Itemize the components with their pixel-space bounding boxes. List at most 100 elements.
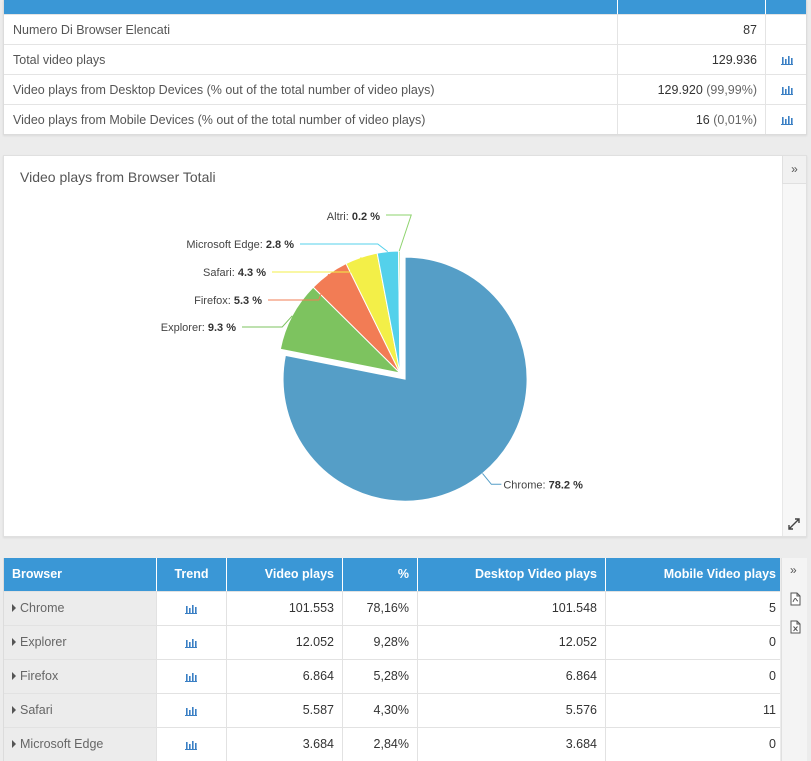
desktop-plays-cell: 101.548: [418, 592, 606, 626]
caret-right-icon[interactable]: [12, 706, 16, 714]
desktop-plays-cell: 3.684: [418, 728, 606, 761]
summary-table: Numero Di Browser Elencati 87 Total vide…: [3, 0, 807, 135]
trend-cell: [157, 592, 227, 626]
bar-chart-icon[interactable]: [781, 85, 793, 95]
percent-cell: 4,30%: [343, 694, 418, 728]
browser-table: Browser Trend Video plays % Desktop Vide…: [3, 558, 780, 761]
summary-icon-cell: [765, 45, 806, 75]
pie-connector: [386, 214, 412, 252]
video-plays-cell: 101.553: [227, 592, 343, 626]
desktop-plays-cell: 5.576: [418, 694, 606, 728]
summary-icon-cell: [765, 15, 806, 45]
pie-chart-card: Video plays from Browser Totali » Chrome…: [3, 155, 807, 537]
trend-cell: [157, 660, 227, 694]
summary-icon-cell: [765, 75, 806, 105]
summary-label: Numero Di Browser Elencati: [13, 23, 170, 37]
summary-value: 129.920 (99,99%): [617, 75, 765, 105]
percent-cell: 78,16%: [343, 592, 418, 626]
fullscreen-icon[interactable]: [788, 518, 800, 530]
col-header-video-plays[interactable]: Video plays: [227, 558, 343, 591]
col-header-mobile[interactable]: Mobile Video plays: [663, 567, 776, 581]
pie-label: Explorer: 9.3 %: [161, 322, 236, 334]
video-plays-cell: 6.864: [227, 660, 343, 694]
table-header: Browser Trend Video plays % Desktop Vide…: [4, 558, 780, 591]
pie-connector: [272, 257, 362, 273]
browser-name: Safari: [20, 703, 53, 717]
pie-label: Chrome: 78.2 %: [503, 479, 583, 491]
mobile-plays-cell: 0: [769, 737, 776, 751]
chart-title: Video plays from Browser Totali: [20, 169, 216, 185]
video-plays-cell: 5.587: [227, 694, 343, 728]
video-plays-cell: 3.684: [227, 728, 343, 761]
browser-name: Explorer: [20, 635, 67, 649]
percent-cell: 5,28%: [343, 660, 418, 694]
pdf-export-icon[interactable]: [788, 592, 802, 606]
summary-label: Video plays from Mobile Devices (% out o…: [13, 113, 426, 127]
col-header-percent[interactable]: %: [343, 558, 418, 591]
table-side-toolbar: »: [781, 558, 807, 761]
pie-chart: Chrome: 78.2 % Explorer: 9.3 % Firefox: 5.…: [161, 211, 583, 502]
pie-label-value: 5.3 %: [234, 295, 262, 307]
summary-row: Total video plays 129.936: [4, 44, 806, 75]
summary-value: 87: [617, 15, 765, 45]
pie-slice-altri[interactable]: [397, 250, 401, 374]
table-row: Microsoft Edge 3.684 2,84% 3.684 0: [4, 727, 780, 761]
pie-label-name: Microsoft Edge:: [186, 239, 265, 251]
table-row: Firefox 6.864 5,28% 6.864 0: [4, 659, 780, 694]
browser-name-cell[interactable]: Chrome: [4, 592, 157, 626]
summary-label: Total video plays: [13, 53, 106, 67]
summary-header-bar: [4, 0, 806, 14]
caret-right-icon[interactable]: [12, 638, 16, 646]
pie-label-name: Chrome:: [503, 479, 548, 491]
desktop-plays-cell: 6.864: [418, 660, 606, 694]
pie-label-name: Explorer:: [161, 322, 208, 334]
table-row: Safari 5.587 4,30% 5.576 11: [4, 693, 780, 728]
bar-chart-icon[interactable]: [185, 740, 197, 750]
chart-expand-button[interactable]: »: [782, 156, 806, 184]
desktop-plays-cell: 12.052: [418, 626, 606, 660]
mobile-plays-cell: 11: [763, 703, 776, 717]
browser-name-cell[interactable]: Safari: [4, 694, 157, 728]
browser-name-cell[interactable]: Firefox: [4, 660, 157, 694]
pie-label-name: Altri:: [327, 211, 352, 223]
trend-cell: [157, 626, 227, 660]
pie-label: Firefox: 5.3 %: [194, 295, 262, 307]
pie-label: Microsoft Edge: 2.8 %: [186, 239, 294, 251]
summary-value: 129.936: [617, 45, 765, 75]
trend-cell: [157, 694, 227, 728]
chart-side-panel: [782, 184, 806, 536]
bar-chart-icon[interactable]: [185, 604, 197, 614]
browser-name: Microsoft Edge: [20, 737, 104, 751]
browser-name-cell[interactable]: Microsoft Edge: [4, 728, 157, 761]
pie-label: Safari: 4.3 %: [203, 267, 266, 279]
video-plays-cell: 12.052: [227, 626, 343, 660]
summary-row: Video plays from Desktop Devices (% out …: [4, 74, 806, 105]
summary-value: 16 (0,01%): [617, 105, 765, 134]
caret-right-icon[interactable]: [12, 604, 16, 612]
percent-cell: 9,28%: [343, 626, 418, 660]
pie-label-name: Firefox:: [194, 295, 234, 307]
col-header-trend[interactable]: Trend: [157, 558, 227, 591]
browser-name-cell[interactable]: Explorer: [4, 626, 157, 660]
table-row: Explorer 12.052 9,28% 12.052 0: [4, 625, 780, 660]
pie-connector: [482, 473, 502, 485]
excel-export-icon[interactable]: [788, 620, 802, 634]
caret-right-icon[interactable]: [12, 740, 16, 748]
pie-label-value: 0.2 %: [352, 211, 380, 223]
col-header-browser[interactable]: Browser: [4, 558, 157, 591]
col-header-desktop[interactable]: Desktop Video plays: [418, 558, 606, 591]
bar-chart-icon[interactable]: [185, 706, 197, 716]
trend-cell: [157, 728, 227, 761]
caret-right-icon[interactable]: [12, 672, 16, 680]
mobile-plays-cell: 0: [769, 669, 776, 683]
mobile-plays-cell: 0: [769, 635, 776, 649]
pie-label-value: 4.3 %: [238, 267, 266, 279]
summary-icon-cell: [765, 105, 806, 134]
bar-chart-icon[interactable]: [185, 638, 197, 648]
summary-row: Numero Di Browser Elencati 87: [4, 14, 806, 45]
bar-chart-icon[interactable]: [185, 672, 197, 682]
bar-chart-icon[interactable]: [781, 115, 793, 125]
bar-chart-icon[interactable]: [781, 55, 793, 65]
pie-connector: [300, 243, 389, 253]
table-expand-button[interactable]: »: [790, 563, 797, 577]
